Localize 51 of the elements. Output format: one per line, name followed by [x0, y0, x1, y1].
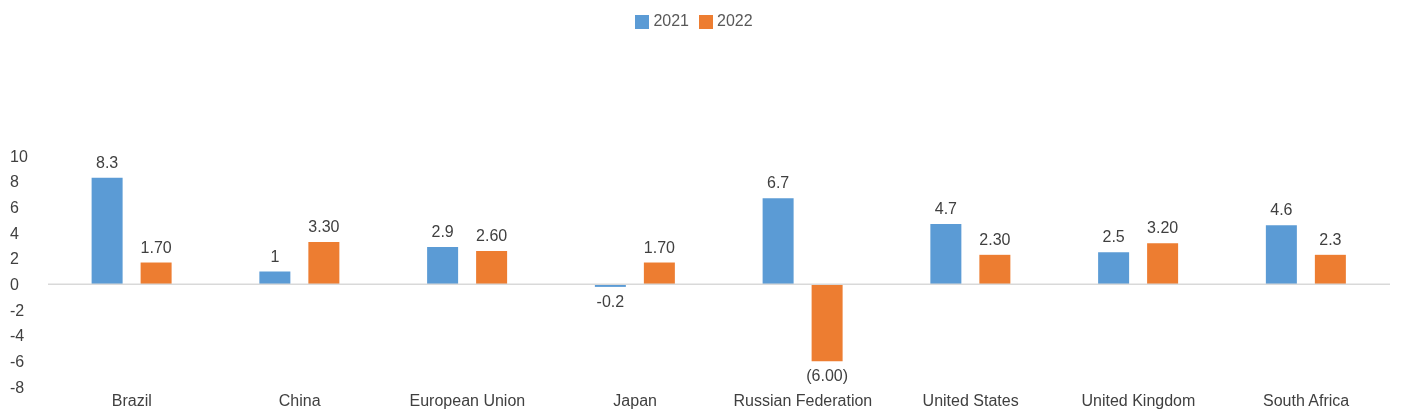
- x-tick-label: Brazil: [111, 392, 152, 410]
- bar: [1147, 243, 1179, 285]
- data-label: 1.70: [643, 238, 676, 256]
- data-label: 8.3: [95, 153, 119, 171]
- data-label: 2.30: [979, 230, 1011, 248]
- y-tick-label: -8: [10, 378, 25, 396]
- bar: [1265, 225, 1297, 285]
- data-label: -0.2: [596, 292, 625, 310]
- bar: [427, 247, 459, 285]
- y-tick-label: -6: [10, 353, 25, 371]
- y-tick-label: -2: [10, 301, 25, 319]
- data-label: 3.20: [1147, 219, 1179, 237]
- data-label: (6.00): [806, 367, 849, 385]
- data-label: 1: [270, 247, 280, 265]
- y-tick-label: -4: [10, 327, 25, 345]
- data-label: 2.9: [431, 223, 454, 241]
- x-tick-label: European Union: [409, 392, 526, 410]
- bar: [762, 198, 794, 285]
- x-tick-label: South Africa: [1262, 392, 1350, 410]
- y-tick-label: 10: [10, 147, 28, 165]
- bar: [930, 224, 962, 285]
- data-label: 3.30: [308, 217, 340, 235]
- bar: [1314, 254, 1346, 285]
- data-label: 2.60: [476, 226, 508, 244]
- y-tick-label: 4: [10, 224, 19, 242]
- legend-label: 2022: [717, 12, 753, 29]
- data-label: 2.3: [1319, 230, 1342, 248]
- data-label: 1.70: [140, 238, 172, 256]
- data-label: 6.7: [766, 174, 790, 192]
- data-label: 2.5: [1102, 228, 1125, 246]
- bar: [811, 284, 843, 362]
- legend-label: 2021: [653, 12, 689, 29]
- y-tick-label: 8: [10, 173, 19, 191]
- data-label: 4.7: [934, 200, 958, 218]
- bar: [91, 177, 123, 285]
- bar: [476, 250, 508, 285]
- bar: [308, 241, 340, 285]
- bar: [140, 262, 172, 285]
- x-tick-label: China: [278, 392, 321, 410]
- bar: [1098, 252, 1130, 285]
- bar: [259, 271, 291, 285]
- x-tick-label: United States: [922, 392, 1019, 410]
- y-tick-label: 2: [10, 250, 19, 268]
- bar: [979, 254, 1011, 285]
- x-tick-label: Russian Federation: [733, 392, 873, 410]
- y-tick-label: 0: [10, 276, 19, 294]
- x-tick-label: Japan: [613, 392, 657, 410]
- data-label: 4.6: [1270, 201, 1293, 219]
- y-tick-label: 6: [10, 199, 19, 217]
- x-tick-label: United Kingdom: [1081, 392, 1196, 410]
- bar: [643, 262, 675, 285]
